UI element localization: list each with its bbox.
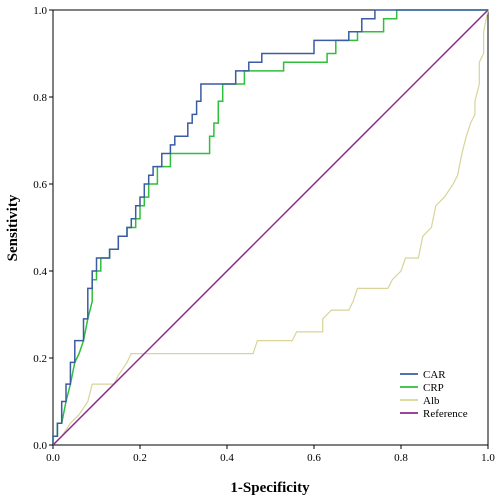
x-tick-label: 0.8 (394, 452, 408, 464)
legend-label: Alb (423, 395, 440, 407)
y-tick-label: 0.4 (33, 266, 47, 278)
x-tick-label: 0.6 (307, 452, 321, 464)
y-tick-label: 0.8 (33, 92, 47, 104)
series-line-reference (52, 9, 489, 446)
x-tick-label: 0.4 (220, 452, 234, 464)
y-tick-label: 1.0 (33, 5, 47, 17)
x-tick-label: 0.0 (46, 452, 60, 464)
legend-label: CAR (423, 369, 446, 381)
x-axis-title: 1-Specificity (230, 480, 310, 496)
series-line-car (52, 9, 488, 445)
x-tick-label: 1.0 (481, 452, 495, 464)
y-axis-ticks: 0.0 0.2 0.4 0.6 0.8 1.0 (33, 5, 53, 452)
y-tick-label: 0.0 (33, 440, 47, 452)
series-layer (52, 9, 489, 446)
x-tick-label: 0.2 (133, 452, 147, 464)
series-line-alb (52, 9, 489, 446)
y-axis-title: Sensitivity (5, 194, 21, 261)
series-line-crp (52, 9, 488, 445)
y-tick-label: 0.6 (33, 179, 47, 191)
legend-label: Reference (423, 408, 468, 420)
x-axis-ticks: 0.0 0.2 0.4 0.6 0.8 1.0 (46, 445, 495, 464)
y-tick-label: 0.2 (33, 353, 47, 365)
legend-label: CRP (423, 382, 444, 394)
